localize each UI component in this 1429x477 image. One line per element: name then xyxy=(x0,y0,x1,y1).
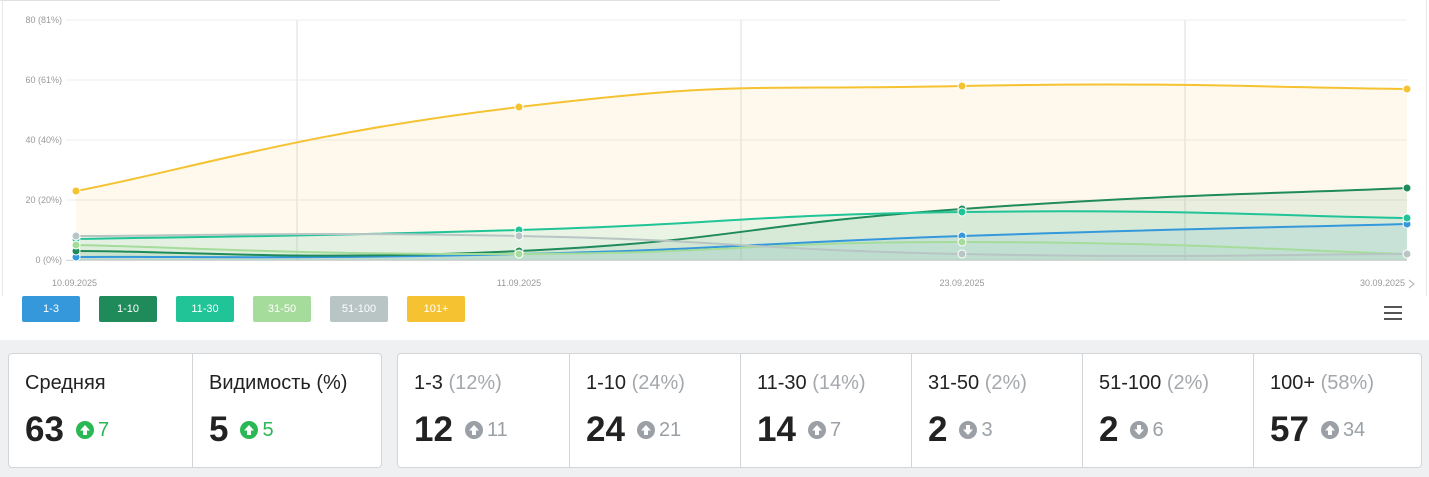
range-change: 21 xyxy=(658,418,682,441)
range-change: 34 xyxy=(1342,418,1366,441)
chart-panel: 0 (0%) 20 (20%) 40 (40%) 60 (61%) 80 (81%) 10… xyxy=(0,0,1427,322)
x-tick-label: 10.09.2025 xyxy=(52,278,97,288)
data-point-11-30 xyxy=(1402,213,1412,223)
x-tick-label: 30.09.2025 xyxy=(1360,278,1405,288)
data-point-31-50 xyxy=(957,237,967,247)
stat-range-11-30: 11-30 (14%) 14 7 xyxy=(740,354,911,467)
data-point-51-100 xyxy=(957,249,967,259)
y-tick-label: 60 (61%) xyxy=(25,75,62,85)
range-change: 3 xyxy=(981,418,993,441)
legend-item-51-100[interactable]: 51-100 xyxy=(330,296,388,322)
stat-range-1-3: 1-3 (12%) 12 11 xyxy=(398,354,569,467)
range-percent: (12%) xyxy=(448,372,502,394)
legend-item-101-plus[interactable]: 101+ xyxy=(407,296,465,322)
series-line-11-30 xyxy=(75,210,1408,240)
data-point-11-30 xyxy=(957,207,967,217)
legend-item-31-50[interactable]: 31-50 xyxy=(253,296,311,322)
arrow-up-circle-icon xyxy=(807,421,826,439)
legend-item-11-30[interactable]: 11-30 xyxy=(176,296,234,322)
range-value: 12 xyxy=(414,410,453,449)
data-point-101+ xyxy=(514,102,524,112)
range-value: 2 xyxy=(1099,410,1119,449)
range-percent: (24%) xyxy=(631,372,685,394)
positions-chart: 0 (0%) 20 (20%) 40 (40%) 60 (61%) 80 (81%) 10… xyxy=(0,0,1427,296)
range-value: 57 xyxy=(1270,410,1309,449)
range-value: 2 xyxy=(928,410,948,449)
range-percent: (58%) xyxy=(1320,372,1374,394)
range-value: 14 xyxy=(757,410,796,449)
y-tick-label: 20 (20%) xyxy=(25,195,62,205)
range-title: 31-50 xyxy=(928,372,980,394)
stat-range-51-100: 51-100 (2%) 2 6 xyxy=(1082,354,1253,467)
arrow-up-circle-icon xyxy=(636,421,655,439)
range-title: 51-100 xyxy=(1099,372,1162,394)
data-point-101+ xyxy=(71,186,81,196)
y-tick-label: 40 (40%) xyxy=(25,135,62,145)
arrow-up-circle-icon xyxy=(240,421,259,439)
range-title: 1-10 xyxy=(586,372,627,394)
data-point-101+ xyxy=(1402,84,1412,94)
stat-range-1-10: 1-10 (24%) 24 21 xyxy=(569,354,740,467)
stat-visibility-value: 5 xyxy=(209,410,229,449)
stat-visibility-change: 5 xyxy=(262,418,274,441)
stat-range-31-50: 31-50 (2%) 2 3 xyxy=(911,354,1082,467)
legend-item-1-10[interactable]: 1-10 xyxy=(99,296,157,322)
range-title: 11-30 xyxy=(757,372,807,394)
data-point-31-50 xyxy=(71,240,81,250)
data-point-1-10 xyxy=(1402,183,1412,193)
series-line-101+ xyxy=(75,83,1408,192)
range-percent: (14%) xyxy=(812,372,866,394)
data-point-51-100 xyxy=(71,231,81,241)
data-point-31-50 xyxy=(514,249,524,259)
stats-area: Средняя 63 7 Видимость (%) 5 5 xyxy=(0,340,1429,477)
x-axis-arrow-icon xyxy=(1408,279,1415,289)
series-line-31-50 xyxy=(75,240,1408,256)
stat-average-value: 63 xyxy=(25,410,64,449)
ranges-card: 1-3 (12%) 12 11 1-10 (24%) 24 21 11-30 (… xyxy=(397,353,1422,468)
arrow-down-circle-icon xyxy=(959,421,978,439)
series-line-51-100 xyxy=(75,233,1408,257)
hamburger-menu-icon[interactable] xyxy=(1384,306,1402,322)
series-area-101+ xyxy=(76,84,1407,260)
x-tick-label: 11.09.2025 xyxy=(497,278,541,288)
arrow-up-circle-icon xyxy=(75,421,94,439)
range-percent: (2%) xyxy=(984,372,1027,394)
arrow-up-circle-icon xyxy=(1320,421,1339,439)
data-point-51-100 xyxy=(514,231,524,241)
series-area-11-30 xyxy=(76,211,1407,260)
legend-item-1-3[interactable]: 1-3 xyxy=(22,296,80,322)
range-title: 1-3 xyxy=(414,372,443,394)
range-value: 24 xyxy=(586,410,625,449)
range-change: 6 xyxy=(1152,418,1164,441)
range-title: 100+ xyxy=(1270,372,1316,394)
range-change: 11 xyxy=(486,418,508,441)
stat-visibility-title: Видимость (%) xyxy=(209,372,348,394)
stat-range-100-plus: 100+ (58%) 57 34 xyxy=(1253,354,1421,467)
data-point-101+ xyxy=(957,81,967,91)
arrow-up-circle-icon xyxy=(464,421,483,439)
stat-average-change: 7 xyxy=(97,418,110,441)
summary-card: Средняя 63 7 Видимость (%) 5 5 xyxy=(8,353,382,468)
stat-average: Средняя 63 7 xyxy=(9,354,192,467)
x-tick-label: 23.09.2025 xyxy=(939,278,984,288)
stat-average-title: Средняя xyxy=(25,372,106,394)
stat-visibility: Видимость (%) 5 5 xyxy=(192,354,381,467)
arrow-down-circle-icon xyxy=(1130,421,1149,439)
y-tick-label: 80 (81%) xyxy=(25,15,62,25)
y-tick-label: 0 (0%) xyxy=(35,255,62,265)
data-point-51-100 xyxy=(1402,249,1412,259)
range-change: 7 xyxy=(829,418,842,441)
range-percent: (2%) xyxy=(1166,372,1210,394)
series-line-1-10 xyxy=(75,187,1408,257)
chart-legend: 1-3 1-10 11-30 31-50 51-100 101+ xyxy=(22,296,484,322)
